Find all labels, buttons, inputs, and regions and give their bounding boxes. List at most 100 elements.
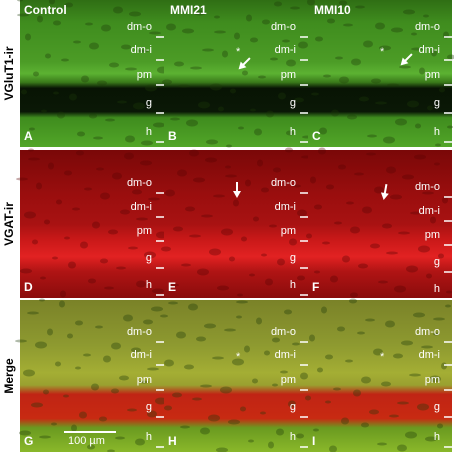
texture [350, 226, 360, 234]
texture [232, 358, 244, 366]
layer-label: pm [281, 225, 296, 237]
texture [393, 353, 403, 359]
texture [197, 268, 209, 276]
texture [346, 201, 354, 205]
texture [391, 27, 403, 33]
texture [294, 97, 304, 103]
texture [119, 375, 129, 381]
layer-label: g [146, 252, 152, 264]
texture [249, 273, 255, 277]
texture [276, 428, 284, 436]
texture [100, 192, 110, 200]
texture [230, 88, 236, 94]
texture [206, 139, 218, 145]
texture [362, 206, 372, 214]
texture [180, 425, 190, 429]
texture [192, 397, 202, 401]
arrow [233, 182, 241, 198]
texture [204, 323, 216, 329]
texture [435, 143, 441, 147]
texture [196, 336, 206, 342]
texture [51, 422, 57, 426]
texture [354, 172, 364, 176]
texture [375, 22, 385, 30]
texture [178, 84, 190, 88]
texture [430, 216, 436, 224]
texture [65, 2, 73, 8]
micrograph [20, 300, 164, 452]
texture [309, 334, 315, 342]
texture [148, 197, 160, 201]
layer-label: pm [425, 374, 440, 386]
texture [169, 283, 179, 287]
texture [198, 101, 210, 109]
texture [355, 5, 365, 9]
texture [286, 59, 296, 67]
arrow [380, 184, 389, 200]
texture [115, 436, 125, 440]
micrograph [164, 300, 308, 452]
texture [323, 74, 331, 78]
texture [224, 328, 236, 332]
texture [107, 449, 115, 452]
texture [426, 273, 432, 279]
texture [63, 394, 69, 398]
texture [214, 30, 226, 34]
texture [141, 140, 153, 146]
texture [186, 119, 198, 127]
layer-label: pm [137, 69, 152, 81]
texture [93, 136, 103, 140]
texture [361, 376, 371, 384]
arrow [400, 53, 413, 66]
texture [88, 278, 96, 284]
texture [326, 184, 334, 190]
texture [79, 411, 87, 419]
texture [236, 315, 242, 319]
texture [278, 92, 286, 100]
texture [147, 410, 157, 418]
texture [395, 118, 407, 126]
texture [329, 445, 337, 452]
texture [214, 15, 220, 19]
texture [417, 403, 429, 411]
texture [189, 234, 201, 238]
texture [89, 42, 99, 50]
texture [123, 314, 133, 322]
texture [91, 383, 99, 391]
texture [439, 87, 445, 93]
texture [411, 47, 423, 51]
row-label: VGAT-ir [2, 202, 16, 246]
texture [351, 58, 361, 66]
texture [246, 14, 252, 22]
texture [397, 401, 409, 405]
panel-letter: E [168, 280, 176, 294]
layer-label: dm-i [275, 349, 296, 361]
asterisk: * [236, 351, 241, 363]
layer-label: dm-i [275, 44, 296, 56]
texture [339, 76, 349, 84]
texture [137, 49, 149, 53]
layer-label: g [434, 97, 440, 109]
texture [77, 131, 85, 137]
texture [361, 422, 369, 428]
texture [121, 44, 131, 50]
texture [185, 206, 195, 212]
texture [103, 355, 111, 363]
texture [85, 22, 93, 26]
texture [68, 261, 76, 269]
texture [193, 177, 205, 183]
texture [83, 353, 91, 357]
texture [29, 127, 35, 131]
column-header: MMI21 [170, 3, 207, 17]
texture [173, 226, 183, 232]
texture [201, 214, 213, 218]
texture [289, 238, 297, 246]
texture [17, 0, 23, 2]
panel-letter: G [24, 434, 33, 448]
micrograph [308, 0, 452, 147]
micrograph [308, 150, 452, 298]
texture [266, 110, 274, 118]
texture [129, 11, 141, 17]
texture [33, 71, 39, 77]
texture [210, 83, 222, 91]
